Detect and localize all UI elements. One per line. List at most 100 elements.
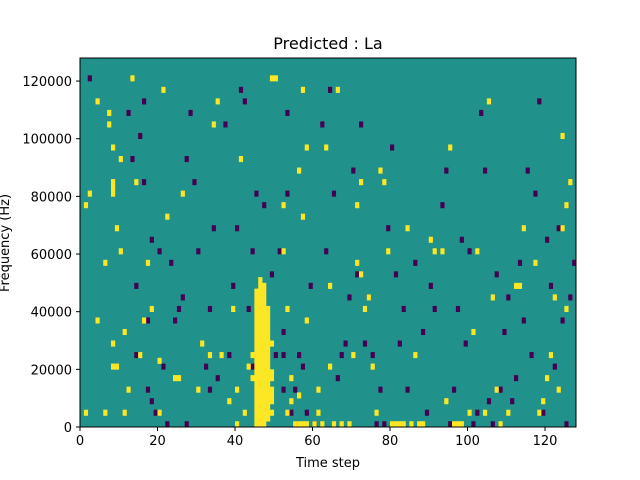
heatmap-cell-low (149, 236, 154, 243)
heatmap-cell-low (359, 121, 364, 128)
heatmap-cell-low (533, 190, 538, 197)
heatmap-cell-high (149, 305, 154, 312)
heatmap-cell-high (359, 179, 364, 186)
heatmap-cell-high (494, 386, 499, 393)
heatmap-cell-high (475, 248, 480, 255)
heatmap-cell-low (289, 409, 294, 416)
heatmap-cell-low (541, 409, 546, 416)
heatmap-cell-high (254, 386, 259, 393)
heatmap-cell-high (386, 248, 391, 255)
heatmap-cell-high (254, 334, 259, 341)
heatmap-cell-low (269, 271, 275, 278)
heatmap-cell-high (285, 409, 290, 416)
heatmap-cell-high (262, 380, 267, 387)
heatmap-cell-low (254, 190, 259, 197)
heatmap-cell-low (351, 167, 356, 174)
heatmap-cell-low (459, 236, 464, 243)
heatmap-cell-high (258, 282, 263, 289)
heatmap-cell-high (111, 190, 116, 197)
heatmap-cell-high (262, 300, 267, 307)
heatmap-cell-low (463, 340, 468, 347)
heatmap-cell-low (324, 248, 329, 255)
heatmap-cell-high (266, 340, 271, 347)
heatmap-cell-high (118, 248, 123, 255)
heatmap-cell-high (266, 357, 271, 364)
heatmap-cell-high (440, 248, 445, 255)
heatmap-cell-low (211, 225, 216, 232)
heatmap-cell-high (258, 317, 263, 324)
heatmap-cell-high (564, 202, 569, 209)
heatmap-cell-high (215, 98, 220, 105)
heatmap-cell-low (393, 271, 399, 278)
heatmap-cell-high (219, 352, 224, 359)
heatmap-cell-low (382, 421, 387, 428)
heatmap-cell-low (281, 386, 286, 393)
heatmap-cell-high (262, 311, 267, 318)
heatmap-cell-low (343, 340, 348, 347)
heatmap-background (80, 58, 576, 427)
heatmap-cell-high (134, 179, 139, 186)
heatmap-cell-high (506, 409, 511, 416)
heatmap-cell-high (258, 328, 263, 336)
heatmap-cell-low (545, 236, 550, 243)
heatmap-cell-high (142, 317, 147, 324)
heatmap-cell-high (262, 375, 267, 382)
heatmap-cell-low (401, 305, 406, 312)
heatmap-cell-high (262, 340, 267, 347)
heatmap-cell-high (269, 375, 275, 382)
heatmap-cell-high (254, 421, 259, 428)
heatmap-cell-high (266, 311, 271, 318)
heatmap-cell-high (347, 421, 352, 428)
heatmap-cell-high (258, 380, 263, 387)
heatmap-cell-high (568, 179, 573, 186)
heatmap-cell-low (273, 352, 278, 359)
heatmap-cell-low (448, 421, 453, 428)
heatmap-cell-low (328, 86, 333, 93)
heatmap-cell-high (161, 86, 166, 93)
heatmap-cell-low (556, 225, 561, 232)
heatmap-cell-low (87, 75, 92, 82)
heatmap-cell-high (258, 398, 263, 405)
heatmap-cell-high (533, 259, 538, 266)
heatmap-cell-high (281, 202, 286, 209)
heatmap-cell-high (258, 311, 263, 318)
heatmap-cell-high (300, 213, 306, 220)
x-axis: 0 20 40 60 80 100 120 (76, 427, 557, 449)
heatmap-cell-low (440, 202, 445, 209)
heatmap-cell-high (560, 132, 565, 140)
heatmap-cell-high (266, 317, 271, 324)
heatmap-cell-high (262, 334, 267, 341)
heatmap-cell-high (258, 277, 263, 284)
heatmap-cell-high (444, 398, 449, 405)
heatmap-cell-high (266, 403, 271, 411)
heatmap-cell-high (262, 398, 267, 405)
heatmap-cell-high (111, 340, 116, 347)
heatmap-cell-high (297, 167, 302, 174)
heatmap-cell-low (517, 259, 523, 266)
heatmap-cell-high (254, 305, 259, 312)
heatmap-cell-high (231, 305, 236, 312)
heatmap-cell-high (266, 369, 271, 376)
heatmap-cell-high (107, 121, 112, 128)
heatmap-cell-high (238, 156, 244, 163)
heatmap-cell-high (335, 86, 340, 93)
heatmap-cell-high (297, 421, 302, 428)
heatmap-cell-high (432, 248, 437, 255)
heatmap-cell-high (180, 190, 185, 197)
heatmap-cell-high (122, 409, 127, 416)
heatmap-cell-low (467, 248, 472, 255)
heatmap-cell-high (269, 75, 275, 82)
heatmap-cell-high (421, 421, 426, 428)
heatmap-cell-high (304, 144, 309, 151)
heatmap-cell-low (184, 156, 189, 163)
heatmap-cell-high (417, 421, 422, 428)
heatmap-cell-low (428, 282, 433, 289)
heatmap-cell-high (254, 380, 259, 387)
heatmap-cell-high (266, 380, 271, 387)
heatmap-cell-high (111, 184, 116, 191)
heatmap-cell-high (242, 409, 247, 416)
heatmap-cell-low (335, 375, 340, 382)
heatmap-cell-high (266, 386, 271, 393)
heatmap-cell-high (564, 305, 569, 312)
heatmap-cell-low (196, 248, 201, 255)
